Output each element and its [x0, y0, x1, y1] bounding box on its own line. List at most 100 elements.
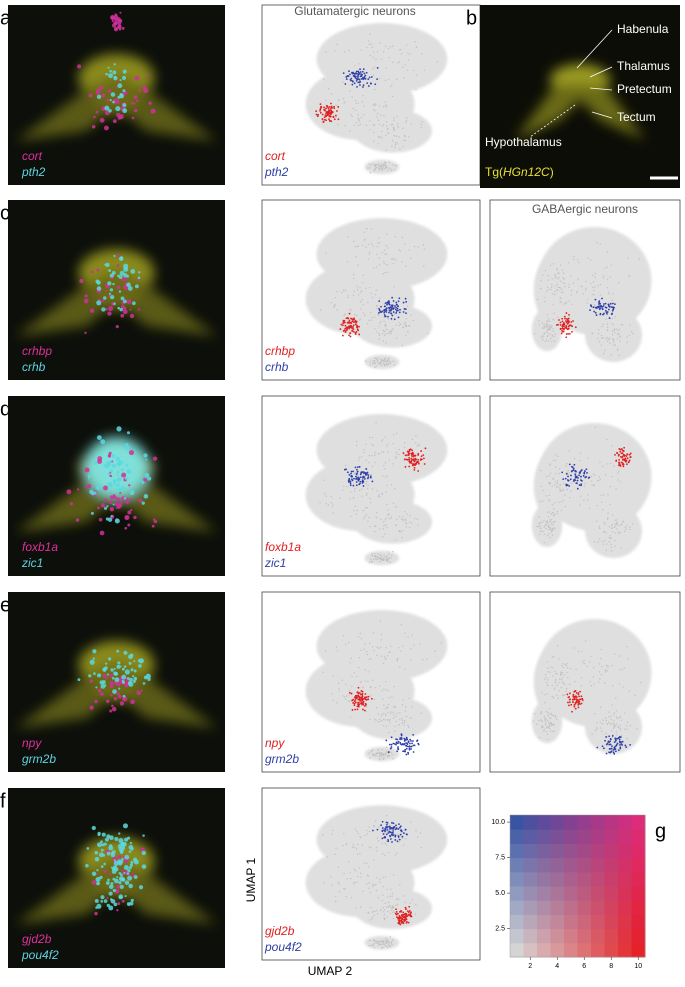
umap-cell [380, 114, 382, 116]
blue-cell [358, 71, 360, 74]
red-cell [581, 699, 584, 701]
umap-cell [573, 255, 575, 258]
cell [121, 277, 126, 282]
blue-cell [383, 314, 386, 316]
umap-cell [548, 500, 551, 502]
umap-cell [370, 164, 372, 166]
umap-cell [626, 341, 628, 344]
umap-cell [378, 357, 380, 359]
blue-cell [599, 302, 601, 305]
umap-cell [385, 149, 388, 151]
umap-cell [387, 558, 390, 560]
umap-cell [551, 335, 553, 337]
umap-cell [361, 244, 364, 247]
blue-cell [353, 82, 356, 85]
red-cell [341, 334, 344, 337]
umap-cell [378, 257, 380, 259]
umap-cell [347, 860, 350, 863]
blue-cell [391, 314, 394, 317]
umap-cell [376, 116, 378, 118]
red-cell [559, 321, 562, 324]
umap-cell [369, 642, 371, 645]
cell [105, 699, 110, 703]
red-cell [577, 703, 580, 706]
blue-cell [347, 481, 350, 483]
umap-cell [387, 755, 389, 757]
blue-cell [569, 478, 572, 481]
umap-cell [382, 528, 384, 530]
umap-cell [403, 510, 406, 513]
red-cell [569, 692, 571, 695]
red-cell [563, 328, 565, 331]
umap-cell [549, 717, 552, 720]
cell [116, 285, 121, 290]
umap-cell [399, 884, 401, 886]
umap-cell [375, 847, 378, 849]
umap-blob [531, 503, 563, 548]
umap-cell [622, 686, 624, 688]
red-cell [367, 698, 370, 701]
umap-cell [384, 719, 387, 721]
umap-cell [378, 123, 381, 125]
umap-cell [609, 503, 611, 505]
umap-cell [548, 727, 551, 730]
umap-cell [549, 730, 552, 732]
umap-cell [386, 271, 389, 274]
blue-cell [383, 836, 386, 839]
umap-cell [353, 868, 356, 871]
umap-cell [396, 903, 399, 905]
cell [131, 875, 134, 878]
umap-cell [566, 463, 568, 465]
blue-cell [368, 76, 371, 79]
umap-cell [381, 137, 383, 139]
umap-cell [324, 650, 327, 652]
umap-cell [616, 522, 618, 524]
gene-label: crhb [265, 360, 289, 374]
blue-cell [387, 832, 390, 834]
umap-cell [384, 436, 386, 438]
umap-cell [385, 134, 387, 137]
umap-cell [547, 738, 549, 741]
umap-cell [547, 516, 550, 518]
umap-cell [388, 56, 390, 59]
umap-cell [383, 163, 385, 166]
blue-cell [381, 837, 384, 840]
umap-cell [393, 714, 395, 716]
umap-blob [585, 504, 642, 558]
umap-cell [395, 135, 398, 137]
umap-cell [544, 701, 546, 704]
umap-cell [409, 902, 411, 904]
cell [108, 905, 114, 911]
red-cell [569, 324, 572, 327]
umap-cell [613, 723, 615, 726]
red-cell [355, 330, 358, 333]
red-cell [618, 461, 620, 464]
umap-cell [348, 641, 350, 644]
blue-cell [362, 86, 364, 88]
blue-cell [357, 74, 359, 77]
umap-cell [546, 684, 548, 687]
legend-cell [550, 900, 565, 915]
umap-cell [391, 907, 393, 910]
umap-cell [568, 471, 571, 474]
blue-cell [378, 308, 380, 310]
umap-cell [359, 286, 361, 289]
umap-cell [342, 489, 344, 491]
umap-cell [543, 323, 545, 325]
red-cell [578, 698, 581, 701]
blue-cell [601, 307, 604, 310]
blue-cell [348, 477, 351, 480]
umap-cell [370, 473, 373, 476]
legend-cell [577, 857, 592, 873]
blue-cell [597, 305, 600, 308]
blue-cell [596, 306, 599, 308]
umap-cell [614, 545, 616, 547]
cell [137, 308, 141, 311]
cell [130, 860, 134, 864]
umap-cell [372, 56, 374, 59]
umap-cell [375, 365, 377, 368]
umap-cell [372, 632, 375, 634]
red-cell [568, 704, 570, 707]
umap-cell [393, 487, 396, 490]
